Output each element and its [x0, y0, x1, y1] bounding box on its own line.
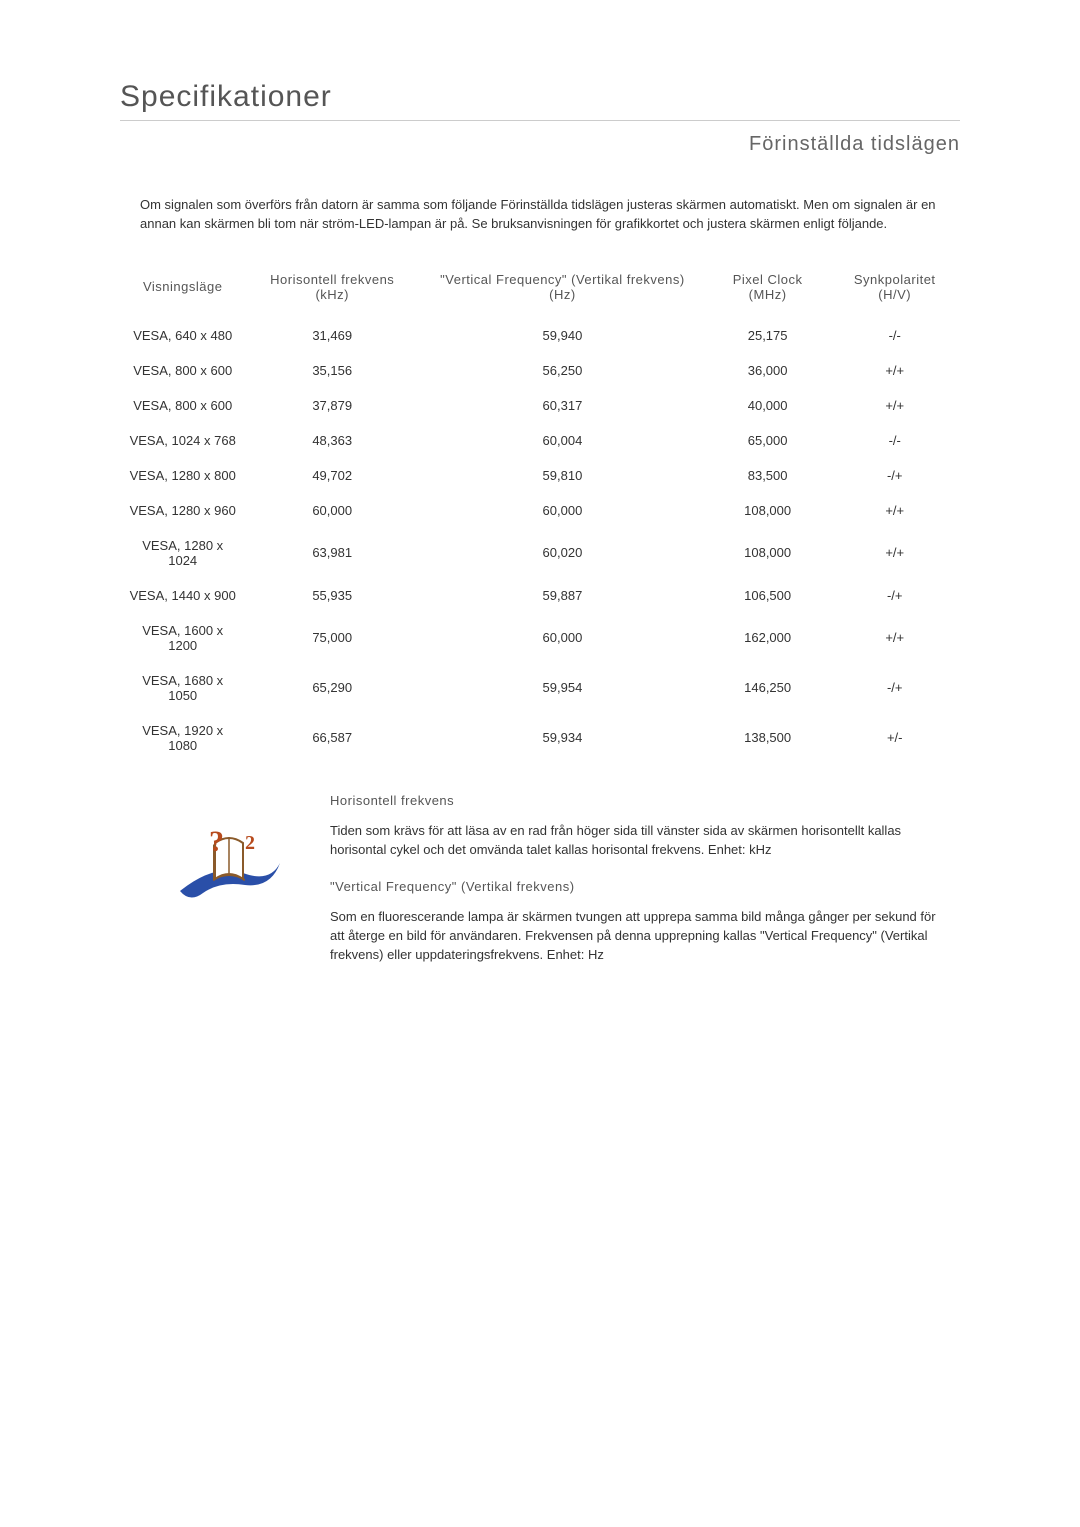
table-cell: 55,935: [245, 578, 419, 613]
table-cell: 59,810: [419, 458, 706, 493]
table-cell: VESA, 1680 x 1050: [120, 663, 245, 713]
table-cell: 162,000: [706, 613, 830, 663]
table-cell: VESA, 800 x 600: [120, 353, 245, 388]
table-cell: 60,317: [419, 388, 706, 423]
table-cell: 31,469: [245, 318, 419, 353]
col-pixel: Pixel Clock (MHz): [706, 264, 830, 318]
table-cell: 59,887: [419, 578, 706, 613]
table-row: VESA, 800 x 60035,15656,25036,000+/+: [120, 353, 960, 388]
table-cell: +/+: [829, 388, 960, 423]
table-cell: 60,000: [419, 493, 706, 528]
svg-text:?: ?: [209, 825, 224, 858]
table-row: VESA, 640 x 48031,46959,94025,175-/-: [120, 318, 960, 353]
table-cell: 35,156: [245, 353, 419, 388]
table-cell: VESA, 640 x 480: [120, 318, 245, 353]
table-cell: +/+: [829, 528, 960, 578]
horiz-freq-text: Tiden som krävs för att läsa av en rad f…: [330, 822, 940, 860]
col-mode: Visningsläge: [120, 264, 245, 318]
table-cell: +/+: [829, 493, 960, 528]
table-cell: 108,000: [706, 528, 830, 578]
table-cell: -/+: [829, 458, 960, 493]
table-cell: -/-: [829, 318, 960, 353]
table-cell: 60,020: [419, 528, 706, 578]
table-cell: 60,000: [245, 493, 419, 528]
table-cell: -/+: [829, 663, 960, 713]
table-cell: 138,500: [706, 713, 830, 763]
table-cell: VESA, 1920 x 1080: [120, 713, 245, 763]
info-icon: ? 2: [160, 793, 300, 913]
col-sync: Synkpolaritet (H/V): [829, 264, 960, 318]
table-cell: VESA, 1024 x 768: [120, 423, 245, 458]
definitions-section: ? 2 Horisontell frekvens Tiden som krävs…: [160, 793, 940, 985]
page-title: Specifikationer: [120, 80, 960, 121]
table-row: VESA, 1680 x 105065,29059,954146,250-/+: [120, 663, 960, 713]
table-row: VESA, 1440 x 90055,93559,887106,500-/+: [120, 578, 960, 613]
table-cell: 59,934: [419, 713, 706, 763]
table-cell: VESA, 800 x 600: [120, 388, 245, 423]
table-header-row: Visningsläge Horisontell frekvens (kHz) …: [120, 264, 960, 318]
table-cell: 66,587: [245, 713, 419, 763]
table-cell: 49,702: [245, 458, 419, 493]
table-cell: -/+: [829, 578, 960, 613]
horiz-freq-heading: Horisontell frekvens: [330, 793, 940, 808]
table-cell: VESA, 1280 x 1024: [120, 528, 245, 578]
table-cell: 65,000: [706, 423, 830, 458]
table-cell: 65,290: [245, 663, 419, 713]
table-cell: 37,879: [245, 388, 419, 423]
vert-freq-heading: "Vertical Frequency" (Vertikal frekvens): [330, 879, 940, 894]
table-cell: 59,940: [419, 318, 706, 353]
table-cell: VESA, 1280 x 960: [120, 493, 245, 528]
table-cell: 56,250: [419, 353, 706, 388]
table-cell: +/+: [829, 613, 960, 663]
table-cell: 106,500: [706, 578, 830, 613]
table-cell: 108,000: [706, 493, 830, 528]
table-cell: 146,250: [706, 663, 830, 713]
table-row: VESA, 1280 x 96060,00060,000108,000+/+: [120, 493, 960, 528]
table-cell: 36,000: [706, 353, 830, 388]
table-cell: 75,000: [245, 613, 419, 663]
table-cell: 60,000: [419, 613, 706, 663]
table-cell: 40,000: [706, 388, 830, 423]
timing-table: Visningsläge Horisontell frekvens (kHz) …: [120, 264, 960, 763]
table-cell: +/+: [829, 353, 960, 388]
table-row: VESA, 1920 x 108066,58759,934138,500+/-: [120, 713, 960, 763]
table-row: VESA, 1024 x 76848,36360,00465,000-/-: [120, 423, 960, 458]
page-subtitle: Förinställda tidslägen: [120, 133, 960, 156]
table-row: VESA, 1280 x 102463,98160,020108,000+/+: [120, 528, 960, 578]
table-cell: 63,981: [245, 528, 419, 578]
col-vert: "Vertical Frequency" (Vertikal frekvens)…: [419, 264, 706, 318]
table-cell: 83,500: [706, 458, 830, 493]
table-cell: 25,175: [706, 318, 830, 353]
table-cell: 60,004: [419, 423, 706, 458]
table-cell: 59,954: [419, 663, 706, 713]
col-horiz: Horisontell frekvens (kHz): [245, 264, 419, 318]
vert-freq-text: Som en fluorescerande lampa är skärmen t…: [330, 908, 940, 965]
table-row: VESA, 1600 x 120075,00060,000162,000+/+: [120, 613, 960, 663]
table-cell: +/-: [829, 713, 960, 763]
table-cell: -/-: [829, 423, 960, 458]
svg-text:2: 2: [245, 832, 255, 854]
table-row: VESA, 800 x 60037,87960,31740,000+/+: [120, 388, 960, 423]
table-cell: VESA, 1280 x 800: [120, 458, 245, 493]
table-cell: VESA, 1440 x 900: [120, 578, 245, 613]
table-row: VESA, 1280 x 80049,70259,81083,500-/+: [120, 458, 960, 493]
intro-paragraph: Om signalen som överförs från datorn är …: [140, 196, 940, 234]
table-cell: VESA, 1600 x 1200: [120, 613, 245, 663]
table-cell: 48,363: [245, 423, 419, 458]
